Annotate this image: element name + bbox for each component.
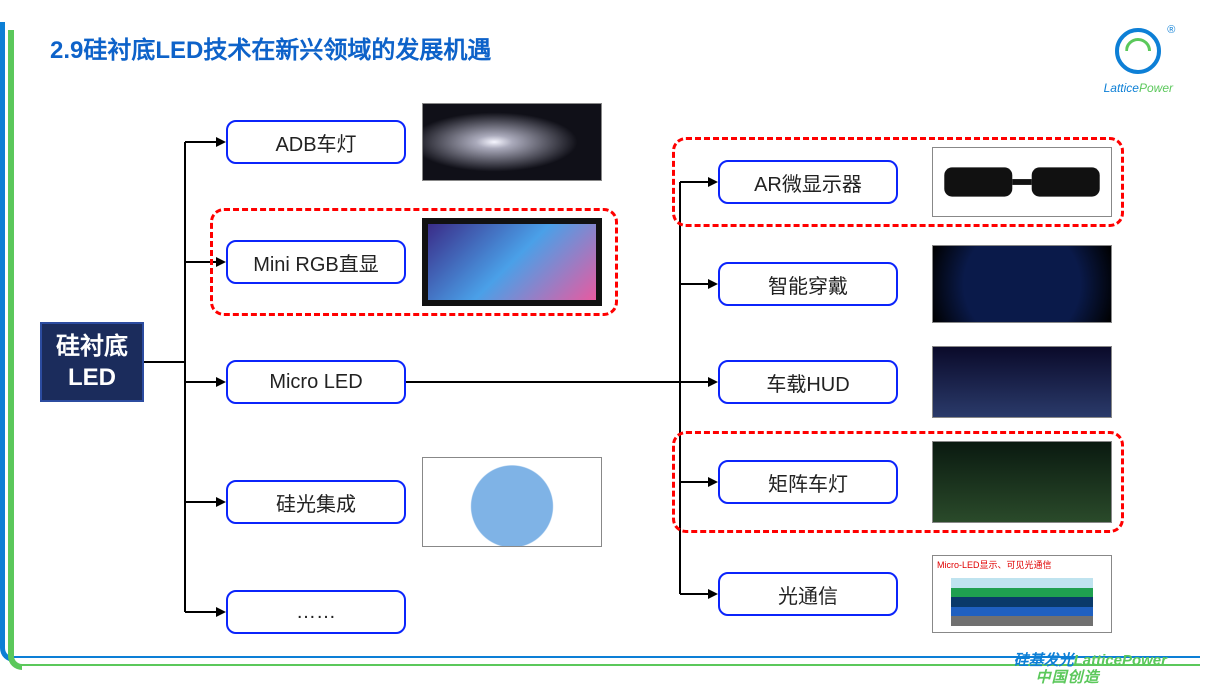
registered-mark: ® (1167, 24, 1175, 36)
footer-slogan: 硅基发光LatticePower 中国创造 (1014, 653, 1167, 686)
node-hud: 车载HUD (718, 360, 898, 404)
image-mini-rgb (422, 218, 602, 306)
image-ar (932, 147, 1112, 217)
logo-icon (1115, 28, 1161, 74)
slide-border-left-green (8, 30, 22, 670)
node-microled: Micro LED (226, 360, 406, 404)
node-optcom: 光通信 (718, 572, 898, 616)
logo-text: LatticePower (1104, 81, 1173, 95)
node-siphoto: 硅光集成 (226, 480, 406, 524)
node-more: …… (226, 590, 406, 634)
node-mini-rgb: Mini RGB直显 (226, 240, 406, 284)
node-wear: 智能穿戴 (718, 262, 898, 306)
image-optcom: Micro-LED显示、可见光通信 (932, 555, 1112, 633)
slide: 2.9硅衬底LED技术在新兴领域的发展机遇 ® LatticePower 硅衬底… (0, 0, 1213, 688)
node-ar: AR微显示器 (718, 160, 898, 204)
image-matrix (932, 441, 1112, 523)
node-adb: ADB车灯 (226, 120, 406, 164)
image-hud (932, 346, 1112, 418)
image-siphoto (422, 457, 602, 547)
image-wear (932, 245, 1112, 323)
slide-title: 2.9硅衬底LED技术在新兴领域的发展机遇 (50, 30, 491, 65)
image-adb (422, 103, 602, 181)
node-matrix: 矩阵车灯 (718, 460, 898, 504)
logo: ® LatticePower (1104, 28, 1173, 95)
root-node: 硅衬底LED (40, 322, 144, 402)
